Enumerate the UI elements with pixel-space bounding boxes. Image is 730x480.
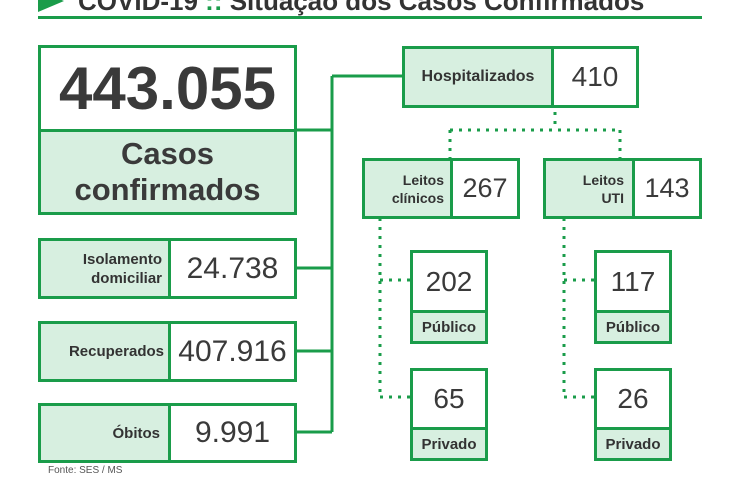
- icu-public-value: 117: [594, 250, 672, 313]
- title-topic: COVID-19: [78, 0, 198, 16]
- title-separator: ::: [205, 0, 223, 16]
- source-note: Fonte: SES / MS: [48, 465, 123, 476]
- icu-beds-value: 143: [632, 158, 702, 219]
- triangle-icon: [38, 0, 64, 12]
- icu-private-value: 26: [594, 368, 672, 430]
- deaths-label: Óbitos: [38, 403, 171, 463]
- isolation-label: Isolamento domiciliar: [38, 238, 171, 299]
- deaths-value: 9.991: [168, 403, 297, 463]
- total-cases-value: 443.055: [38, 45, 297, 132]
- icu-private-label: Privado: [594, 427, 672, 461]
- recovered-label: Recuperados: [38, 321, 171, 382]
- icu-public-label: Público: [594, 310, 672, 344]
- clinical-public-label: Público: [410, 310, 488, 344]
- icu-beds-label: Leitos UTI: [543, 158, 635, 219]
- isolation-value: 24.738: [168, 238, 297, 299]
- title-subtitle: Situação dos Casos Confirmados: [229, 0, 645, 16]
- total-cases-label: Casos confirmados: [38, 129, 297, 215]
- recovered-value: 407.916: [168, 321, 297, 382]
- title-divider: [38, 16, 702, 19]
- clinical-private-label: Privado: [410, 427, 488, 461]
- clinical-public-value: 202: [410, 250, 488, 313]
- hospitalized-label: Hospitalizados: [402, 46, 554, 108]
- clinical-private-value: 65: [410, 368, 488, 430]
- clinical-beds-label: Leitos clínicos: [362, 158, 453, 219]
- clinical-beds-value: 267: [450, 158, 520, 219]
- hospitalized-value: 410: [551, 46, 639, 108]
- page-title: COVID-19 :: Situação dos Casos Confirmad…: [38, 0, 698, 18]
